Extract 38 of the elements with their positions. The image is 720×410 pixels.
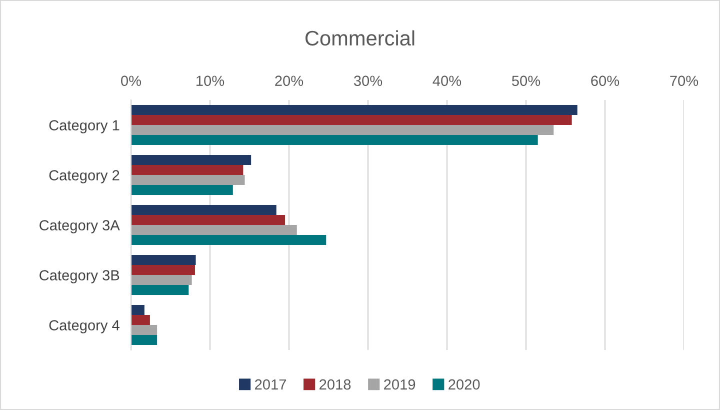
x-tick-label: 20% (275, 76, 304, 86)
legend-label: 2017 (255, 379, 286, 390)
chart-title: Commercial (306, 30, 414, 46)
bar (131, 265, 195, 275)
y-tick-label: Category 3A (40, 220, 120, 234)
y-tick-label: Category 2 (49, 170, 120, 184)
bar (131, 155, 252, 165)
bar (131, 285, 189, 295)
bar (131, 105, 578, 115)
bar (131, 125, 554, 135)
bar (131, 235, 326, 245)
bar (131, 275, 192, 285)
x-tick-label: 40% (432, 76, 462, 86)
bar (131, 315, 150, 325)
bar (131, 165, 244, 175)
x-tick-label: 10% (196, 76, 224, 86)
x-tick-label: 70% (670, 76, 698, 86)
y-tick-label: Category 1 (49, 120, 120, 134)
legend-label: 2020 (448, 379, 480, 390)
bar (131, 115, 572, 125)
bar (131, 255, 196, 265)
y-tick-label: Category 4 (49, 320, 120, 334)
bar (131, 205, 276, 215)
legend-label: 2018 (320, 379, 351, 390)
x-tick-label: 60% (591, 76, 620, 86)
bar (131, 335, 158, 345)
legend-label: 2019 (384, 379, 416, 390)
bar (131, 325, 158, 335)
x-tick-label: 30% (354, 76, 382, 86)
bar (131, 225, 297, 235)
bar (131, 185, 233, 195)
bar (131, 175, 245, 185)
x-tick-label: 0% (121, 76, 142, 86)
y-tick-label: Category 3B (40, 270, 120, 284)
bar (131, 215, 286, 225)
x-tick-label: 50% (512, 76, 540, 86)
bar (131, 305, 144, 315)
bar (131, 135, 538, 145)
